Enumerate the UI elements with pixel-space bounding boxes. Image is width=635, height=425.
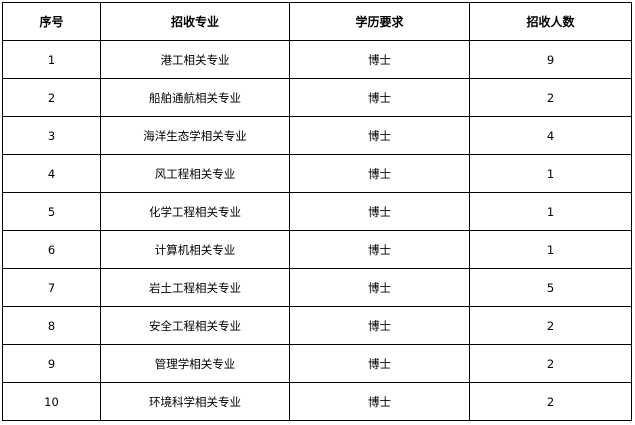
cell-index: 5 (2, 192, 101, 231)
cell-major: 岩土工程相关专业 (100, 268, 290, 307)
table-row: 2 船舶通航相关专业 博士 2 (2, 78, 632, 117)
cell-count: 2 (469, 344, 632, 383)
cell-major: 船舶通航相关专业 (100, 78, 290, 117)
cell-count: 1 (469, 192, 632, 231)
cell-index: 7 (2, 268, 101, 307)
cell-count: 4 (469, 116, 632, 155)
table-row: 9 管理学相关专业 博士 2 (2, 344, 632, 383)
cell-index: 3 (2, 116, 101, 155)
cell-index: 2 (2, 78, 101, 117)
cell-index: 10 (2, 382, 101, 421)
cell-degree: 博士 (289, 116, 470, 155)
cell-count: 2 (469, 382, 632, 421)
header-count: 招收人数 (469, 2, 632, 41)
cell-major: 管理学相关专业 (100, 344, 290, 383)
recruitment-table: 序号 招收专业 学历要求 招收人数 1 港工相关专业 博士 9 2 船舶通航相关专业 博士 2… (2, 2, 632, 421)
header-index: 序号 (2, 2, 101, 41)
header-row: 序号 招收专业 学历要求 招收人数 (2, 2, 632, 41)
cell-degree: 博士 (289, 40, 470, 79)
table-row: 5 化学工程相关专业 博士 1 (2, 192, 632, 231)
header-degree: 学历要求 (289, 2, 470, 41)
cell-degree: 博士 (289, 192, 470, 231)
cell-index: 6 (2, 230, 101, 269)
cell-major: 海洋生态学相关专业 (100, 116, 290, 155)
table-row: 10 环境科学相关专业 博士 2 (2, 382, 632, 421)
cell-count: 2 (469, 78, 632, 117)
cell-major: 安全工程相关专业 (100, 306, 290, 345)
cell-degree: 博士 (289, 268, 470, 307)
cell-degree: 博士 (289, 78, 470, 117)
cell-degree: 博士 (289, 382, 470, 421)
cell-degree: 博士 (289, 344, 470, 383)
cell-major: 港工相关专业 (100, 40, 290, 79)
table-row: 4 风工程相关专业 博士 1 (2, 154, 632, 193)
cell-count: 1 (469, 230, 632, 269)
cell-degree: 博士 (289, 306, 470, 345)
cell-index: 9 (2, 344, 101, 383)
cell-count: 9 (469, 40, 632, 79)
table-row: 7 岩土工程相关专业 博士 5 (2, 268, 632, 307)
cell-index: 1 (2, 40, 101, 79)
table-row: 3 海洋生态学相关专业 博士 4 (2, 116, 632, 155)
cell-major: 风工程相关专业 (100, 154, 290, 193)
cell-count: 2 (469, 306, 632, 345)
cell-major: 环境科学相关专业 (100, 382, 290, 421)
cell-degree: 博士 (289, 154, 470, 193)
table-row: 6 计算机相关专业 博士 1 (2, 230, 632, 269)
header-major: 招收专业 (100, 2, 290, 41)
cell-index: 8 (2, 306, 101, 345)
cell-count: 5 (469, 268, 632, 307)
cell-major: 计算机相关专业 (100, 230, 290, 269)
cell-major: 化学工程相关专业 (100, 192, 290, 231)
table-row: 1 港工相关专业 博士 9 (2, 40, 632, 79)
cell-count: 1 (469, 154, 632, 193)
cell-degree: 博士 (289, 230, 470, 269)
cell-index: 4 (2, 154, 101, 193)
table-row: 8 安全工程相关专业 博士 2 (2, 306, 632, 345)
